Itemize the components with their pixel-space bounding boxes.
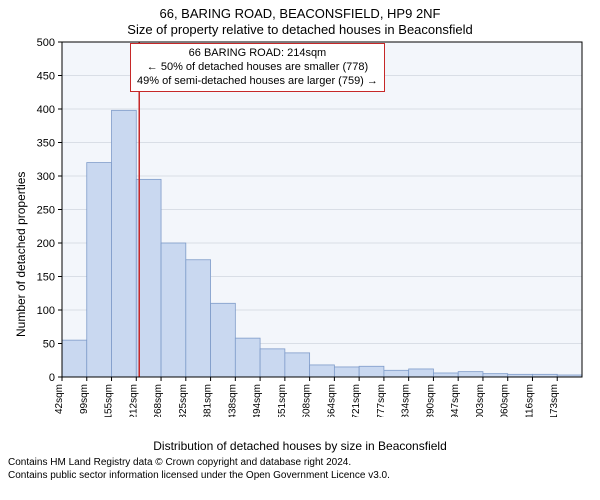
svg-text:777sqm: 777sqm xyxy=(376,384,387,417)
histogram-bar xyxy=(384,370,409,377)
histogram-bar xyxy=(62,340,87,377)
svg-text:834sqm: 834sqm xyxy=(401,384,412,417)
svg-text:381sqm: 381sqm xyxy=(203,384,214,417)
svg-text:551sqm: 551sqm xyxy=(277,384,288,417)
svg-text:100: 100 xyxy=(37,305,55,317)
svg-text:500: 500 xyxy=(37,37,55,49)
svg-text:1060sqm: 1060sqm xyxy=(500,384,511,417)
svg-text:250: 250 xyxy=(37,205,55,217)
svg-text:890sqm: 890sqm xyxy=(425,384,436,417)
histogram-bar xyxy=(285,353,310,377)
title-block: 66, BARING ROAD, BEACONSFIELD, HP9 2NF S… xyxy=(0,0,600,37)
svg-text:150: 150 xyxy=(37,272,55,284)
svg-text:494sqm: 494sqm xyxy=(252,384,263,417)
footer-line-1: Contains HM Land Registry data © Crown c… xyxy=(8,457,592,470)
svg-text:268sqm: 268sqm xyxy=(153,384,164,417)
chart-subtitle: Size of property relative to detached ho… xyxy=(0,22,600,37)
address-line: 66, BARING ROAD, BEACONSFIELD, HP9 2NF xyxy=(0,6,600,21)
legend-line-1: 66 BARING ROAD: 214sqm xyxy=(137,47,378,61)
footer-line-2: Contains public sector information licen… xyxy=(8,470,592,483)
histogram-bar xyxy=(359,366,384,377)
histogram-bar xyxy=(409,369,434,377)
histogram-bar xyxy=(87,163,112,377)
svg-text:400: 400 xyxy=(37,104,55,116)
svg-text:664sqm: 664sqm xyxy=(326,384,337,417)
svg-text:212sqm: 212sqm xyxy=(128,384,139,417)
histogram-bar xyxy=(260,349,285,377)
histogram-bar xyxy=(112,110,137,377)
histogram-bar xyxy=(161,243,186,377)
histogram-bar xyxy=(235,338,260,377)
svg-text:155sqm: 155sqm xyxy=(104,384,115,417)
svg-text:947sqm: 947sqm xyxy=(450,384,461,417)
y-axis-label: Number of detached properties xyxy=(14,172,28,337)
svg-text:200: 200 xyxy=(37,238,55,250)
svg-text:438sqm: 438sqm xyxy=(227,384,238,417)
svg-text:721sqm: 721sqm xyxy=(351,384,362,417)
histogram-bar xyxy=(211,303,236,377)
svg-text:1173sqm: 1173sqm xyxy=(549,384,560,417)
histogram-bar xyxy=(433,373,458,377)
histogram-bar xyxy=(136,179,161,377)
histogram-bar xyxy=(186,260,211,377)
histogram-bar xyxy=(483,374,508,377)
legend-line-2: ← 50% of detached houses are smaller (77… xyxy=(137,61,378,75)
svg-text:300: 300 xyxy=(37,171,55,183)
chart-container: Number of detached properties 0 50 100 150 2… xyxy=(0,37,600,437)
svg-text:608sqm: 608sqm xyxy=(302,384,313,417)
attribution-footer: Contains HM Land Registry data © Crown c… xyxy=(0,453,600,482)
legend-line-3: 49% of semi-detached houses are larger (… xyxy=(137,75,378,89)
svg-text:50: 50 xyxy=(43,339,55,351)
marker-legend-box: 66 BARING ROAD: 214sqm ← 50% of detached… xyxy=(130,43,385,92)
svg-text:350: 350 xyxy=(37,138,55,150)
svg-text:0: 0 xyxy=(49,372,55,384)
histogram-bar xyxy=(310,365,335,377)
svg-text:99sqm: 99sqm xyxy=(79,384,90,414)
svg-text:1003sqm: 1003sqm xyxy=(475,384,486,417)
histogram-bar xyxy=(334,367,359,377)
histogram-chart: 0 50 100 150 200 250 300 350 400 450 500 42sqm 99sqm… xyxy=(0,37,600,417)
svg-text:450: 450 xyxy=(37,71,55,83)
svg-text:42sqm: 42sqm xyxy=(54,384,65,414)
histogram-bar xyxy=(458,372,483,377)
svg-text:1116sqm: 1116sqm xyxy=(524,384,535,417)
x-axis-label: Distribution of detached houses by size … xyxy=(0,439,600,453)
svg-text:325sqm: 325sqm xyxy=(178,384,189,417)
